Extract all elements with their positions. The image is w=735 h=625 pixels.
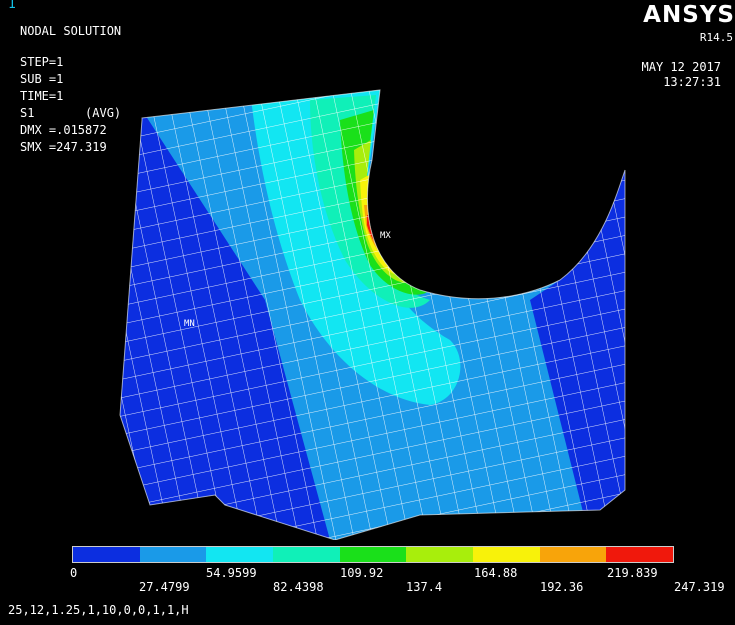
legend-value-137: 137.4 bbox=[406, 580, 443, 594]
legend-seg-6 bbox=[406, 547, 474, 562]
legend-value-82: 82.4398 bbox=[273, 580, 324, 594]
legend-seg-3 bbox=[206, 547, 274, 562]
model-outline bbox=[119, 89, 626, 540]
legend-seg-5 bbox=[339, 547, 407, 562]
legend-seg-7 bbox=[473, 547, 540, 562]
legend-value-219: 219.839 bbox=[607, 566, 658, 580]
legend-value-0: 0 bbox=[70, 566, 78, 580]
dmx-label: DMX =.015872 bbox=[20, 123, 107, 137]
min-marker-label: MN bbox=[184, 319, 195, 329]
legend-value-54: 54.9599 bbox=[206, 566, 257, 580]
legend-value-109: 109.92 bbox=[340, 566, 384, 580]
legend-value-164: 164.88 bbox=[474, 566, 518, 580]
version-label: R14.5 bbox=[699, 31, 733, 44]
legend-seg-2 bbox=[139, 547, 207, 562]
date-label: MAY 12 2017 bbox=[641, 60, 721, 74]
window-number-marker: 1 bbox=[8, 0, 16, 12]
legend-seg-9 bbox=[606, 547, 674, 562]
smx-label: SMX =247.319 bbox=[20, 140, 107, 154]
time-label: TIME=1 bbox=[20, 89, 64, 103]
result-item-label: S1 (AVG) bbox=[20, 106, 122, 120]
ansys-logo: ANSYS bbox=[643, 2, 735, 28]
time-stamp-label: 13:27:31 bbox=[663, 75, 721, 89]
contour-legend-bar bbox=[72, 546, 674, 563]
contour-plot: MX MN bbox=[119, 89, 626, 540]
step-label: STEP=1 bbox=[20, 55, 64, 69]
legend-seg-1 bbox=[73, 547, 140, 562]
command-line-text: 25,12,1.25,1,10,0,0,1,1,H bbox=[8, 603, 189, 617]
substep-label: SUB =1 bbox=[20, 72, 64, 86]
legend-value-192: 192.36 bbox=[540, 580, 584, 594]
legend-value-27: 27.4799 bbox=[139, 580, 190, 594]
legend-seg-8 bbox=[539, 547, 607, 562]
legend-value-247: 247.319 bbox=[674, 580, 725, 594]
legend-seg-4 bbox=[273, 547, 340, 562]
plot-title: NODAL SOLUTION bbox=[20, 24, 122, 38]
max-marker-label: MX bbox=[380, 231, 391, 241]
